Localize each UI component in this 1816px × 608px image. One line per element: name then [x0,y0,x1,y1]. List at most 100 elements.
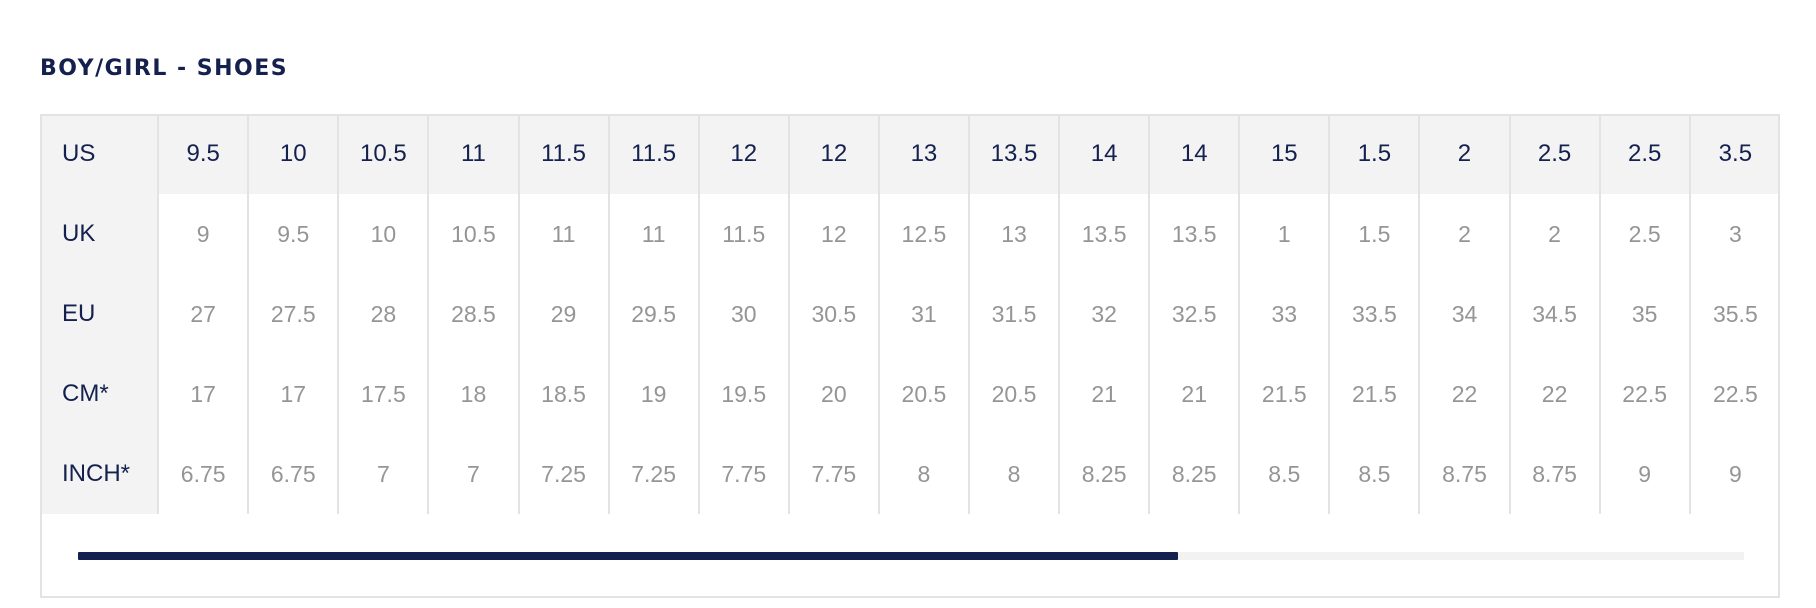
size-cell: 7.75 [787,434,879,514]
size-cell: 8.25 [1148,434,1240,514]
row-label: UK [42,194,159,274]
size-cell: 8.75 [1508,434,1600,514]
size-row-us: US 9.5 10 10.5 11 11.5 11.5 12 12 13 13.5 14 14 15 1.5… [42,116,1778,194]
size-row-uk: UK 9 9.5 10 10.5 11 11 11.5 12 12.5 13 13.5 13.5 1 1.5… [42,194,1778,274]
size-cell: 20 [787,354,879,434]
size-cell: 1.5 [1328,194,1420,274]
row-label: US [42,116,159,194]
size-cell: 12.5 [877,194,969,274]
size-cell: 8.5 [1238,434,1330,514]
size-cell: 21.5 [1328,354,1420,434]
size-cell: 31.5 [967,274,1060,354]
size-cell: 12 [697,116,789,194]
size-cell: 11.5 [517,116,609,194]
size-cell: 31 [877,274,969,354]
size-cell: 20.5 [967,354,1060,434]
size-cell: 6.75 [247,434,339,514]
size-cell: 35.5 [1688,274,1778,354]
size-cell: 21 [1148,354,1240,434]
size-cell: 11 [517,194,609,274]
size-cell: 32.5 [1148,274,1240,354]
size-cell: 2 [1418,116,1510,194]
size-cell: 28 [337,274,429,354]
size-cell: 21.5 [1238,354,1330,434]
size-cell: 11.5 [607,116,699,194]
size-cell: 34 [1418,274,1510,354]
size-cell: 3.5 [1688,116,1778,194]
size-cell: 21 [1058,354,1150,434]
size-cell: 12 [787,116,879,194]
size-cell: 9 [1598,434,1690,514]
size-cell: 22 [1418,354,1510,434]
size-cell: 17.5 [337,354,429,434]
size-cell: 2 [1508,194,1600,274]
size-row-inch: INCH* 6.75 6.75 7 7 7.25 7.25 7.75 7.75 8 8 8.25 8.2… [42,434,1778,514]
size-cell: 19 [607,354,699,434]
size-cell: 13.5 [1058,194,1150,274]
size-cell: 8.75 [1418,434,1510,514]
section-title: BOY/GIRL - SHOES [40,56,289,81]
size-cell: 22.5 [1688,354,1778,434]
size-cell: 27 [157,274,249,354]
size-cell: 28.5 [427,274,519,354]
size-chart-table: US 9.5 10 10.5 11 11.5 11.5 12 12 13 13.5 14 14 15 1.5… [42,116,1778,514]
size-cell: 13.5 [967,116,1060,194]
size-cell: 7 [427,434,519,514]
size-cell: 7.75 [697,434,789,514]
size-chart-container: US 9.5 10 10.5 11 11.5 11.5 12 12 13 13.5 14 14 15 1.5… [40,114,1780,598]
size-cell: 2.5 [1598,116,1690,194]
size-cell: 13.5 [1148,194,1240,274]
size-cell: 34.5 [1508,274,1600,354]
size-cell: 1 [1238,194,1330,274]
size-cell: 8 [967,434,1060,514]
size-cell: 3 [1688,194,1778,274]
size-cell: 17 [157,354,249,434]
row-label: CM* [42,354,159,434]
size-cell: 9 [1688,434,1778,514]
size-row-eu: EU 27 27.5 28 28.5 29 29.5 30 30.5 31 31.5 32 32.5 33… [42,274,1778,354]
size-cell: 33 [1238,274,1330,354]
horizontal-scrollbar-thumb[interactable] [78,552,1178,560]
size-cell: 10.5 [427,194,519,274]
size-cell: 12 [787,194,879,274]
size-cell: 29 [517,274,609,354]
size-cell: 22 [1508,354,1600,434]
size-cell: 2 [1418,194,1510,274]
size-cell: 10.5 [337,116,429,194]
size-cell: 30 [697,274,789,354]
size-cell: 22.5 [1598,354,1690,434]
size-cell: 2.5 [1598,194,1690,274]
size-cell: 9 [157,194,249,274]
size-cell: 7.25 [517,434,609,514]
size-cell: 32 [1058,274,1150,354]
size-cell: 6.75 [157,434,249,514]
size-cell: 19.5 [697,354,789,434]
size-cell: 15 [1238,116,1330,194]
size-cell: 9.5 [247,194,339,274]
size-row-cm: CM* 17 17 17.5 18 18.5 19 19.5 20 20.5 20.5 21 21 21.… [42,354,1778,434]
size-cell: 33.5 [1328,274,1420,354]
size-cell: 35 [1598,274,1690,354]
size-cell: 11 [607,194,699,274]
size-cell: 29.5 [607,274,699,354]
size-cell: 8.5 [1328,434,1420,514]
size-cell: 11 [427,116,519,194]
size-cell: 13 [877,116,969,194]
size-cell: 13 [967,194,1060,274]
size-cell: 7.25 [607,434,699,514]
row-label: EU [42,274,159,354]
size-cell: 2.5 [1508,116,1600,194]
row-label: INCH* [42,434,159,514]
size-cell: 10 [247,116,339,194]
size-cell: 8.25 [1058,434,1150,514]
size-cell: 7 [337,434,429,514]
size-cell: 8 [877,434,969,514]
size-cell: 18.5 [517,354,609,434]
size-cell: 20.5 [877,354,969,434]
size-cell: 30.5 [787,274,879,354]
horizontal-scrollbar-track[interactable] [78,552,1744,560]
size-cell: 9.5 [157,116,249,194]
size-cell: 14 [1148,116,1240,194]
size-cell: 18 [427,354,519,434]
size-cell: 27.5 [247,274,339,354]
